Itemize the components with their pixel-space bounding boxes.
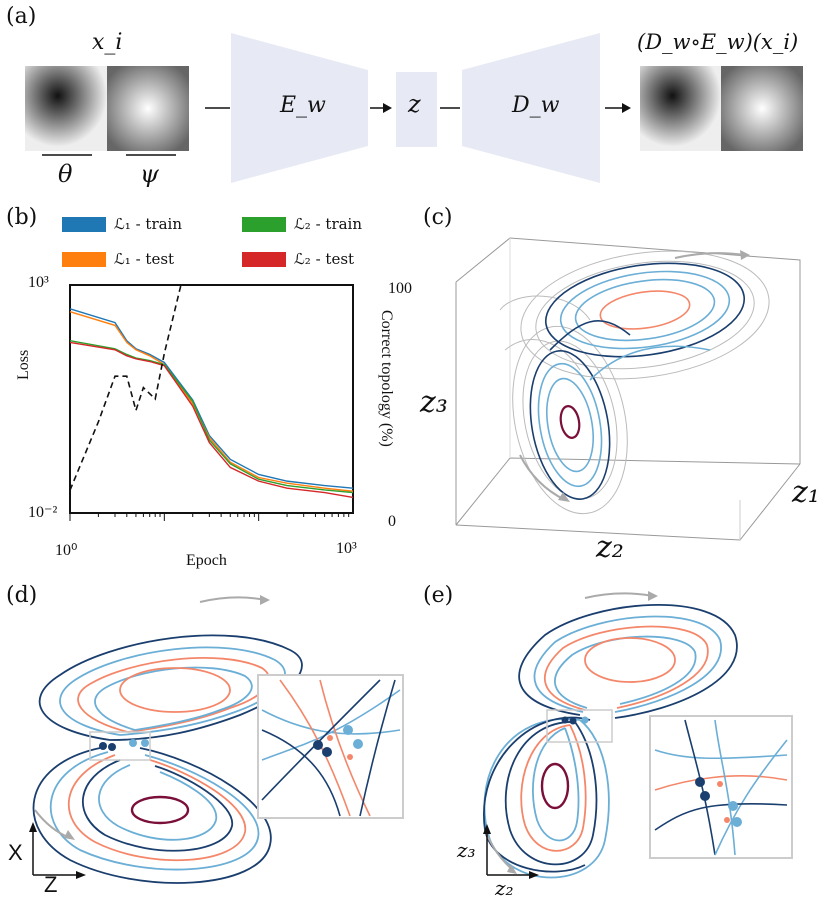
panel-label-a: (a) <box>6 4 37 29</box>
topology-line <box>69 284 353 491</box>
output-image-right <box>721 66 803 151</box>
y2-tick-min: 0 <box>388 513 396 530</box>
panel-e: z₃ z₂ <box>415 580 830 907</box>
legend-label: ℒ₂ - test <box>294 250 355 268</box>
legend-item-l2-test: ℒ₂ - test <box>242 250 354 268</box>
output-image-left <box>640 66 721 151</box>
legend-swatch <box>62 216 106 232</box>
fixed-points <box>99 739 149 751</box>
x-axis-label: X <box>8 840 23 865</box>
flow-arrow-top <box>199 596 266 603</box>
latent-label: z <box>408 90 421 118</box>
z1-axis-label: z₁ <box>792 475 820 510</box>
y-axis-label: Loss <box>15 349 32 380</box>
panel-label-c: (c) <box>423 205 453 230</box>
legend-swatch <box>242 251 286 267</box>
panel-a: x_i θ ψ E_w z D_w (D_w∘E_w)(x_i) <box>0 0 830 200</box>
legend-label: ℒ₁ - test <box>114 250 175 268</box>
z-axis-label: Z <box>44 872 58 897</box>
flow-arrow-top <box>674 252 746 259</box>
fixed-points <box>561 716 589 725</box>
legend-item-l1-test: ℒ₁ - test <box>62 250 174 268</box>
z3-axis-label: z₃ <box>420 385 448 420</box>
flow-arrow-bottom <box>519 454 566 501</box>
panel-label-e: (e) <box>423 583 454 608</box>
legend-swatch <box>62 251 106 267</box>
z3-axis-label: z₃ <box>457 838 476 862</box>
3d-box <box>455 237 801 541</box>
zoom-inset <box>649 715 793 859</box>
axes-indicator <box>29 822 86 879</box>
psi-label: ψ <box>140 160 159 188</box>
input-label: x_i <box>92 30 123 55</box>
zoom-region <box>89 731 151 761</box>
y-tick-max: 10³ <box>28 274 49 291</box>
y-tick-min: 10⁻² <box>28 504 58 521</box>
y2-axis-label: Correct topology (%) <box>378 310 395 447</box>
flow-arrow-top <box>584 592 654 599</box>
decoder-label: D_w <box>512 93 560 118</box>
panel-d: X Z <box>0 580 415 907</box>
y2-tick-max: 100 <box>388 280 412 297</box>
panel-label-d: (d) <box>6 583 38 608</box>
panel-label-b: (b) <box>6 205 38 230</box>
legend-label: ℒ₂ - train <box>294 215 363 233</box>
plot-frame <box>69 284 354 514</box>
legend-label: ℒ₁ - train <box>114 215 183 233</box>
series-line-0 <box>69 308 354 489</box>
panel-b: ℒ₁ - train ℒ₂ - train ℒ₁ - test ℒ₂ - tes… <box>0 200 420 580</box>
encoder-block <box>231 33 368 183</box>
legend-item-l2-train: ℒ₂ - train <box>242 215 362 233</box>
input-image-right <box>107 66 189 151</box>
x-axis-label: Epoch <box>186 552 227 569</box>
phase-portrait-z2z3 <box>483 591 793 879</box>
x-tick-max: 10³ <box>336 540 357 557</box>
z2-axis-label: z₂ <box>495 876 514 900</box>
latent-block <box>396 72 437 147</box>
legend-item-l1-train: ℒ₁ - train <box>62 215 182 233</box>
input-image-left <box>25 66 107 151</box>
output-label: (D_w∘E_w)(x_i) <box>637 30 799 54</box>
zoom-inset <box>257 674 404 819</box>
x-tick-min: 10⁰ <box>55 542 78 559</box>
axes-indicator <box>483 824 539 879</box>
z2-axis-label: z₂ <box>596 530 624 565</box>
series-line-1 <box>69 311 354 492</box>
loss-chart <box>69 284 354 521</box>
theta-label: θ <box>58 160 73 188</box>
phase-portrait-xz <box>29 595 404 884</box>
series-line-3 <box>69 341 354 499</box>
zoom-region <box>546 709 613 743</box>
autoencoder-diagram <box>25 33 803 183</box>
encoder-label: E_w <box>280 93 326 118</box>
series-line-2 <box>69 340 354 494</box>
decoder-block <box>462 33 600 183</box>
panel-c: z₃ z₁ z₂ <box>420 200 830 580</box>
attractor-3d <box>455 237 801 541</box>
legend-swatch <box>242 216 286 232</box>
